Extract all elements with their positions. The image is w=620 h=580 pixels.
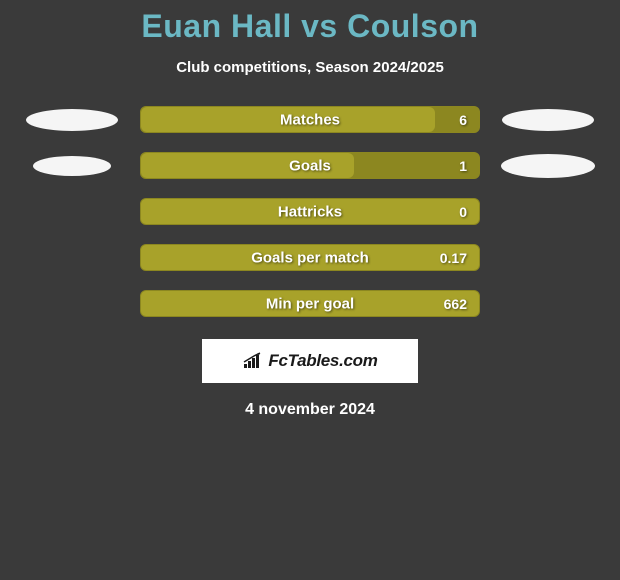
right-ellipse-slot (498, 244, 598, 271)
stat-row: Goals 1 (0, 152, 620, 179)
stat-bar: Goals per match 0.17 (140, 244, 480, 271)
left-ellipse (33, 156, 111, 176)
stat-row: Goals per match 0.17 (0, 244, 620, 271)
right-ellipse-slot (498, 290, 598, 317)
subtitle: Club competitions, Season 2024/2025 (0, 59, 620, 76)
stat-bar: Goals 1 (140, 152, 480, 179)
stat-row: Matches 6 (0, 106, 620, 133)
left-ellipse-slot (22, 244, 122, 271)
chart-icon (242, 352, 264, 370)
stat-bar: Min per goal 662 (140, 290, 480, 317)
left-ellipse (26, 109, 118, 131)
stat-value: 6 (459, 112, 467, 128)
stat-value: 0 (459, 204, 467, 220)
page-title: Euan Hall vs Coulson (0, 8, 620, 45)
right-ellipse-slot (498, 152, 598, 179)
stat-row: Min per goal 662 (0, 290, 620, 317)
stat-value: 1 (459, 158, 467, 174)
stat-row: Hattricks 0 (0, 198, 620, 225)
left-ellipse-slot (22, 106, 122, 133)
stat-label: Goals (289, 157, 331, 174)
stat-value: 662 (444, 296, 467, 312)
stat-label: Min per goal (266, 295, 354, 312)
stat-value: 0.17 (440, 250, 467, 266)
left-ellipse-slot (22, 290, 122, 317)
stat-label: Hattricks (278, 203, 342, 220)
right-ellipse (502, 109, 594, 131)
right-ellipse-slot (498, 198, 598, 225)
right-ellipse-slot (498, 106, 598, 133)
stat-label: Goals per match (251, 249, 369, 266)
logo-text: FcTables.com (268, 351, 377, 371)
right-ellipse (501, 154, 595, 178)
left-ellipse-slot (22, 198, 122, 225)
left-ellipse-slot (22, 152, 122, 179)
logo-box[interactable]: FcTables.com (202, 339, 418, 383)
stat-label: Matches (280, 111, 340, 128)
stat-bar: Matches 6 (140, 106, 480, 133)
date-label: 4 november 2024 (0, 401, 620, 419)
stat-rows: Matches 6 Goals 1 Hattricks 0 Goals per match 0… (0, 106, 620, 317)
comparison-card: Euan Hall vs Coulson Club competitions, … (0, 0, 620, 419)
stat-bar: Hattricks 0 (140, 198, 480, 225)
